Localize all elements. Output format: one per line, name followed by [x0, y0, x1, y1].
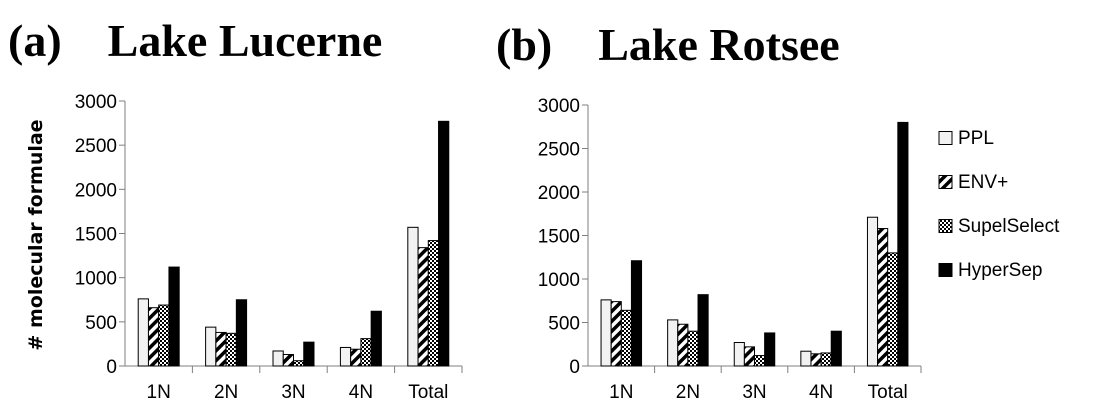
x-tick-label-a-total: Total — [408, 382, 448, 403]
chart-panel-a: (a) Lake Lucerne # molecular formulae 0 5… — [8, 15, 463, 403]
bar-b-supelselect-total — [887, 252, 899, 367]
y-tick-label-b: 2000 — [538, 183, 580, 204]
bar-a-supelselect-1n — [158, 304, 170, 367]
x-tick-label-b-4n: 4N — [809, 382, 833, 403]
y-tick-label-a: 1500 — [75, 225, 117, 246]
bar-b-ppl-total — [866, 216, 879, 367]
plot-area-a: 0 500 1000 1500 2000 2500 3000 1N 2N 3N 4N Total — [75, 92, 463, 403]
bar-b-supelselect-1n — [620, 309, 632, 367]
x-tick-label-b-total: Total — [868, 382, 908, 403]
bar-a-env-1n — [147, 307, 160, 367]
x-tick-label-a-1n: 1N — [147, 382, 171, 403]
bar-b-supelselect-2n — [687, 330, 699, 367]
x-tick-label-b-1n: 1N — [609, 382, 633, 403]
y-tick-label-a: 3000 — [75, 92, 117, 113]
legend-swatch-hypersep — [938, 263, 953, 277]
bar-a-env-2n — [215, 331, 227, 367]
legend: PPL ENV+ SupelSelect HyperSep — [938, 128, 1060, 281]
legend-swatch-env — [938, 175, 953, 189]
bar-a-ppl-1n — [137, 298, 149, 367]
y-tick-label-a: 1000 — [75, 269, 117, 290]
bar-b-hypersep-2n — [697, 294, 709, 367]
bar-b-hypersep-3n — [764, 332, 776, 367]
bar-a-supelselect-2n — [225, 332, 237, 367]
bar-a-supelselect-4n — [360, 338, 372, 367]
x-tick-label-a-2n: 2N — [214, 382, 238, 403]
x-tick-label-a-3n: 3N — [281, 382, 305, 403]
bar-b-hypersep-4n — [830, 330, 842, 367]
chart-panel-b: (b) Lake Rotsee 0 500 1000 1500 2000 2500 3000… — [496, 19, 922, 403]
bar-b-ppl-2n — [667, 319, 679, 367]
bar-b-env-2n — [677, 323, 689, 367]
bar-a-ppl-2n — [205, 326, 217, 367]
bar-b-ppl-3n — [733, 342, 745, 367]
legend-swatch-supelselect — [938, 219, 953, 233]
bar-a-hypersep-total — [438, 120, 450, 367]
y-tick-label-b: 1500 — [538, 227, 580, 248]
chart-title-a: (a) Lake Lucerne — [8, 15, 382, 66]
bar-b-supelselect-3n — [754, 355, 766, 367]
bar-a-supelselect-3n — [293, 360, 305, 367]
plot-area-b: 0 500 1000 1500 2000 2500 3000 1N 2N 3N 4N Total — [538, 96, 922, 403]
bar-a-supelselect-total — [427, 240, 440, 367]
bar-b-supelselect-4n — [820, 352, 832, 367]
y-tick-label-a: 2500 — [75, 136, 117, 157]
x-tick-label-a-4n: 4N — [349, 382, 373, 403]
bar-a-ppl-3n — [272, 350, 284, 367]
bar-b-ppl-1n — [600, 299, 612, 367]
y-tick-label-a: 500 — [85, 313, 117, 334]
bar-b-env-total — [877, 228, 889, 367]
bar-a-hypersep-4n — [370, 310, 382, 367]
bar-b-env-3n — [743, 346, 755, 367]
bar-a-hypersep-2n — [235, 299, 248, 367]
bar-a-env-4n — [350, 348, 362, 367]
x-tick-label-b-3n: 3N — [742, 382, 766, 403]
bar-a-hypersep-3n — [303, 341, 315, 367]
bar-b-hypersep-total — [897, 121, 909, 367]
bar-a-env-total — [417, 247, 429, 367]
legend-swatch-ppl — [938, 131, 953, 145]
legend-label-ppl: PPL — [958, 128, 994, 149]
bar-a-ppl-4n — [339, 346, 352, 367]
bar-b-ppl-4n — [800, 350, 812, 367]
legend-label-supelselect: SupelSelect — [958, 216, 1060, 237]
legend-label-hypersep: HyperSep — [958, 260, 1043, 281]
y-tick-label-b: 500 — [548, 314, 580, 335]
y-tick-label-a: 2000 — [75, 180, 117, 201]
x-tick-label-b-2n: 2N — [676, 382, 700, 403]
y-tick-label-b: 1000 — [538, 270, 580, 291]
legend-label-env: ENV+ — [958, 172, 1008, 193]
bar-b-env-1n — [610, 301, 622, 367]
y-tick-label-b: 2500 — [538, 140, 580, 161]
y-tick-label-a: 0 — [106, 357, 117, 378]
bar-b-hypersep-1n — [630, 260, 643, 367]
y-tick-label-b: 3000 — [538, 96, 580, 117]
bar-a-env-3n — [282, 354, 294, 367]
y-axis-label: # molecular formulae — [25, 119, 47, 350]
bar-a-hypersep-1n — [168, 266, 180, 367]
chart-title-b: (b) Lake Rotsee — [496, 19, 840, 70]
y-tick-label-b: 0 — [569, 357, 580, 378]
bar-b-env-4n — [810, 353, 822, 367]
bar-a-ppl-total — [407, 226, 419, 367]
